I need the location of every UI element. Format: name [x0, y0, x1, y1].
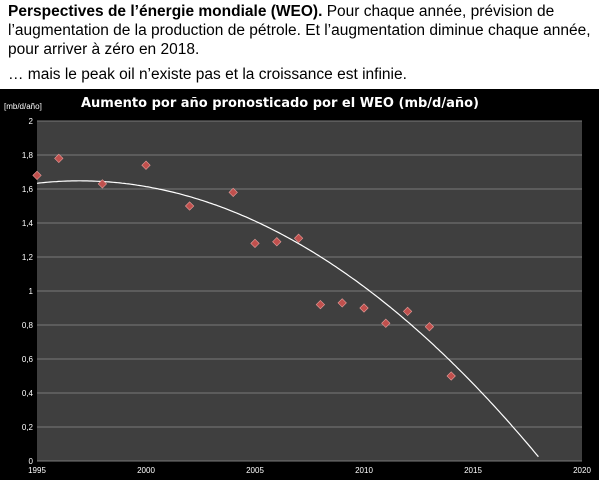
caption-remark: … mais le peak oil n’existe pas et la cr…	[8, 66, 407, 83]
data-point-marker	[381, 318, 391, 328]
chart-container: Aumento por año pronosticado por el WEO …	[0, 89, 599, 480]
x-axis-ticks: 1995 2000 2005 2010 2015 2020	[28, 466, 591, 475]
x-tick-label: 2020	[573, 466, 591, 475]
x-tick-label: 2010	[355, 466, 373, 475]
data-markers	[32, 153, 456, 381]
slide-caption: Perspectives de l’énergie mondiale (WEO)…	[8, 2, 593, 84]
caption-body: Pour chaque année, prévision de l’augmen…	[8, 3, 591, 58]
trendline	[36, 180, 539, 458]
y-tick-label: 0,6	[22, 355, 34, 364]
data-point-marker	[446, 371, 456, 381]
grid-lines	[37, 120, 582, 462]
data-point-marker	[228, 187, 238, 198]
x-tick-label: 2000	[137, 466, 155, 475]
y-axis-unit-label: [mb/d/año]	[4, 102, 42, 111]
data-point-marker	[359, 303, 369, 313]
x-tick-label: 2015	[464, 466, 482, 475]
y-axis-ticks: 0 0,2 0,4 0,6 0,8 1 1,2 1,4 1,6 1,8 2	[22, 117, 34, 466]
data-point-marker	[250, 238, 260, 249]
data-point-marker	[272, 237, 282, 247]
data-point-marker	[54, 153, 64, 164]
y-tick-label: 1,6	[22, 185, 34, 194]
y-tick-label: 0,8	[22, 321, 34, 330]
y-tick-label: 1	[29, 287, 34, 296]
y-tick-label: 0,2	[22, 423, 34, 432]
y-tick-label: 1,2	[22, 253, 34, 262]
y-tick-label: 1,8	[22, 151, 34, 160]
data-point-marker	[97, 179, 108, 189]
data-point-marker	[32, 170, 42, 181]
y-tick-label: 0	[29, 457, 34, 466]
weo-chart: Aumento por año pronosticado por el WEO …	[4, 96, 591, 475]
y-tick-label: 0,4	[22, 389, 34, 398]
data-point-marker	[184, 201, 195, 211]
x-tick-label: 1995	[28, 466, 46, 475]
y-tick-label: 1,4	[22, 219, 34, 228]
caption-bold-heading: Perspectives de l’énergie mondiale (WEO)…	[8, 3, 323, 20]
data-point-marker	[337, 298, 347, 308]
x-tick-label: 2005	[246, 466, 264, 475]
chart-title: Aumento por año pronosticado por el WEO …	[81, 96, 479, 111]
y-tick-label: 2	[29, 117, 34, 126]
data-point-marker	[402, 306, 413, 317]
data-point-marker	[293, 233, 304, 243]
data-point-marker	[424, 322, 435, 332]
data-point-marker	[315, 299, 326, 310]
data-point-marker	[141, 160, 151, 170]
